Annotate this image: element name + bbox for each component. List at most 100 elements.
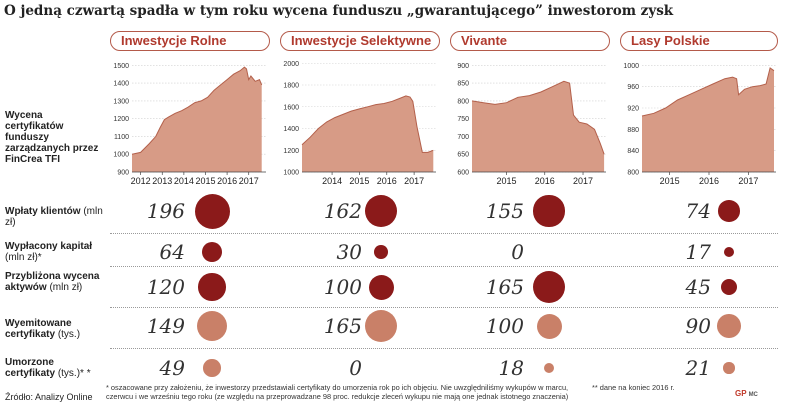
row-separator	[110, 233, 778, 234]
y-tick-label: 700	[457, 134, 469, 141]
x-tick-label: 2016	[377, 176, 397, 186]
table-bubble-assets	[532, 270, 566, 304]
fund-tab-inwestycje-rolne: Inwestycje Rolne	[110, 31, 270, 51]
row-label-paid-out-title: Wypłacony kapitał	[5, 241, 93, 252]
row-label-paid-out-unit: (mln zł)*	[5, 252, 42, 263]
page-title: O jedną czwartą spadła w tym roku wycena…	[4, 3, 674, 19]
table-bubble-deposits	[194, 193, 230, 229]
row-label-issued-unit: (tys.)	[57, 329, 81, 340]
valuation-line	[471, 80, 605, 155]
table-value-redeemed: 18	[498, 356, 524, 380]
row-separator	[110, 266, 778, 267]
table-bubble-deposits	[365, 195, 397, 227]
x-tick-label: 2013	[152, 176, 172, 186]
y-tick-label: 1500	[113, 63, 129, 70]
table-value-paid_out: 0	[511, 240, 524, 264]
y-tick-label: 800	[457, 98, 469, 105]
row-label-valuation: Wycena certyfikatów funduszy zarządzanyc…	[5, 110, 99, 165]
y-tick-label: 650	[457, 152, 469, 159]
row-label-deposits-title: Wpłaty klientów	[5, 206, 81, 217]
table-bubble-issued	[364, 309, 398, 343]
x-tick-label: 2016	[217, 176, 237, 186]
x-tick-label: 2015	[660, 176, 680, 186]
valuation-line	[641, 67, 775, 117]
fund-tab-label: Inwestycje Rolne	[121, 33, 227, 48]
table-value-assets: 100	[323, 275, 362, 299]
table-value-assets: 120	[146, 275, 185, 299]
row-label-redeemed: Umorzone certyfikaty (tys.)* *	[5, 357, 105, 379]
table-bubble-issued	[536, 313, 562, 339]
valuation-area	[302, 95, 434, 172]
table-value-issued: 149	[146, 314, 185, 338]
fund-tab-inwestycje-selektywne: Inwestycje Selektywne	[280, 31, 440, 51]
y-tick-label: 1000	[283, 170, 299, 177]
y-tick-label: 1300	[113, 98, 129, 105]
row-label-assets: Przybliżona wycena aktywów (mln zł)	[5, 271, 110, 293]
x-tick-label: 2017	[239, 176, 259, 186]
x-tick-label: 2015	[496, 176, 516, 186]
row-label-deposits: Wpłaty klientów (mln zł)	[5, 206, 105, 228]
fund-tab-label: Vivante	[461, 33, 508, 48]
table-bubble-redeemed	[723, 362, 735, 374]
table-value-redeemed: 21	[685, 356, 711, 380]
y-tick-label: 750	[457, 116, 469, 123]
valuation-area	[642, 68, 774, 172]
y-tick-label: 800	[627, 170, 639, 177]
y-tick-label: 1100	[114, 134, 129, 141]
row-label-redeemed-unit: (tys.)* *	[57, 368, 91, 379]
y-tick-label: 1600	[283, 104, 299, 111]
row-label-deposits-unit: (mln zł)	[5, 206, 103, 228]
table-value-assets: 45	[685, 275, 711, 299]
row-label-issued-title: Wyemitowane certyfikaty	[5, 318, 72, 340]
table-value-paid_out: 17	[685, 240, 711, 264]
row-label-assets-title: Przybliżona wycena aktywów	[5, 271, 100, 293]
publisher-logo: GP MC	[735, 389, 758, 398]
table-value-issued: 165	[323, 314, 362, 338]
row-label-redeemed-title: Umorzone certyfikaty	[5, 357, 56, 379]
valuation-area	[132, 67, 262, 172]
table-value-paid_out: 64	[159, 240, 185, 264]
row-label-issued: Wyemitowane certyfikaty (tys.)	[5, 318, 105, 340]
valuation-chart-inwestycje-selektywne: 1000 1200 1400 1600 1800 2000 2014 2015 2016 2017	[283, 61, 436, 186]
source-note: Źródło: Analizy Online	[5, 392, 93, 402]
table-value-assets: 165	[485, 275, 524, 299]
table-bubble-assets	[198, 273, 226, 301]
valuation-chart-vivante: 600 650 700 750 800 850 900 2015 2016 2017	[457, 63, 606, 186]
footnote-year-end: ** dane na koniec 2016 r.	[592, 383, 675, 392]
x-tick-label: 2012	[131, 176, 151, 186]
table-bubble-paid_out	[374, 245, 388, 259]
table-value-deposits: 162	[323, 199, 362, 223]
x-tick-label: 2015	[195, 176, 215, 186]
row-label-assets-unit: (mln zł)	[49, 282, 83, 293]
row-label-paid-out: Wypłacony kapitał (mln zł)*	[5, 241, 105, 263]
valuation-line	[301, 95, 434, 153]
footnote-estimate: * oszacowane przy założeniu, że inwestor…	[106, 383, 569, 401]
fund-tab-label: Lasy Polskie	[631, 33, 710, 48]
table-value-issued: 100	[485, 314, 524, 338]
y-tick-label: 1400	[113, 81, 129, 88]
y-tick-label: 1000	[113, 152, 129, 159]
table-bubble-redeemed	[543, 362, 555, 374]
valuation-line	[131, 66, 263, 155]
y-tick-label: 850	[457, 81, 469, 88]
y-tick-label: 2000	[283, 61, 299, 68]
table-value-deposits: 155	[485, 199, 524, 223]
y-tick-label: 1200	[113, 116, 129, 123]
x-tick-label: 2014	[322, 176, 342, 186]
x-tick-label: 2017	[404, 176, 424, 186]
x-tick-label: 2016	[535, 176, 555, 186]
y-tick-label: 900	[117, 170, 129, 177]
table-bubble-assets	[368, 274, 394, 300]
y-tick-label: 880	[627, 127, 639, 134]
row-separator	[110, 307, 778, 308]
table-value-deposits: 196	[146, 199, 185, 223]
table-bubble-deposits	[533, 195, 565, 227]
x-tick-label: 2015	[349, 176, 369, 186]
table-bubble-paid_out	[723, 246, 735, 258]
fund-tab-vivante: Vivante	[450, 31, 610, 51]
row-separator	[110, 348, 778, 349]
table-value-issued: 90	[685, 314, 711, 338]
y-tick-label: 1200	[283, 148, 299, 155]
x-tick-label: 2014	[174, 176, 194, 186]
